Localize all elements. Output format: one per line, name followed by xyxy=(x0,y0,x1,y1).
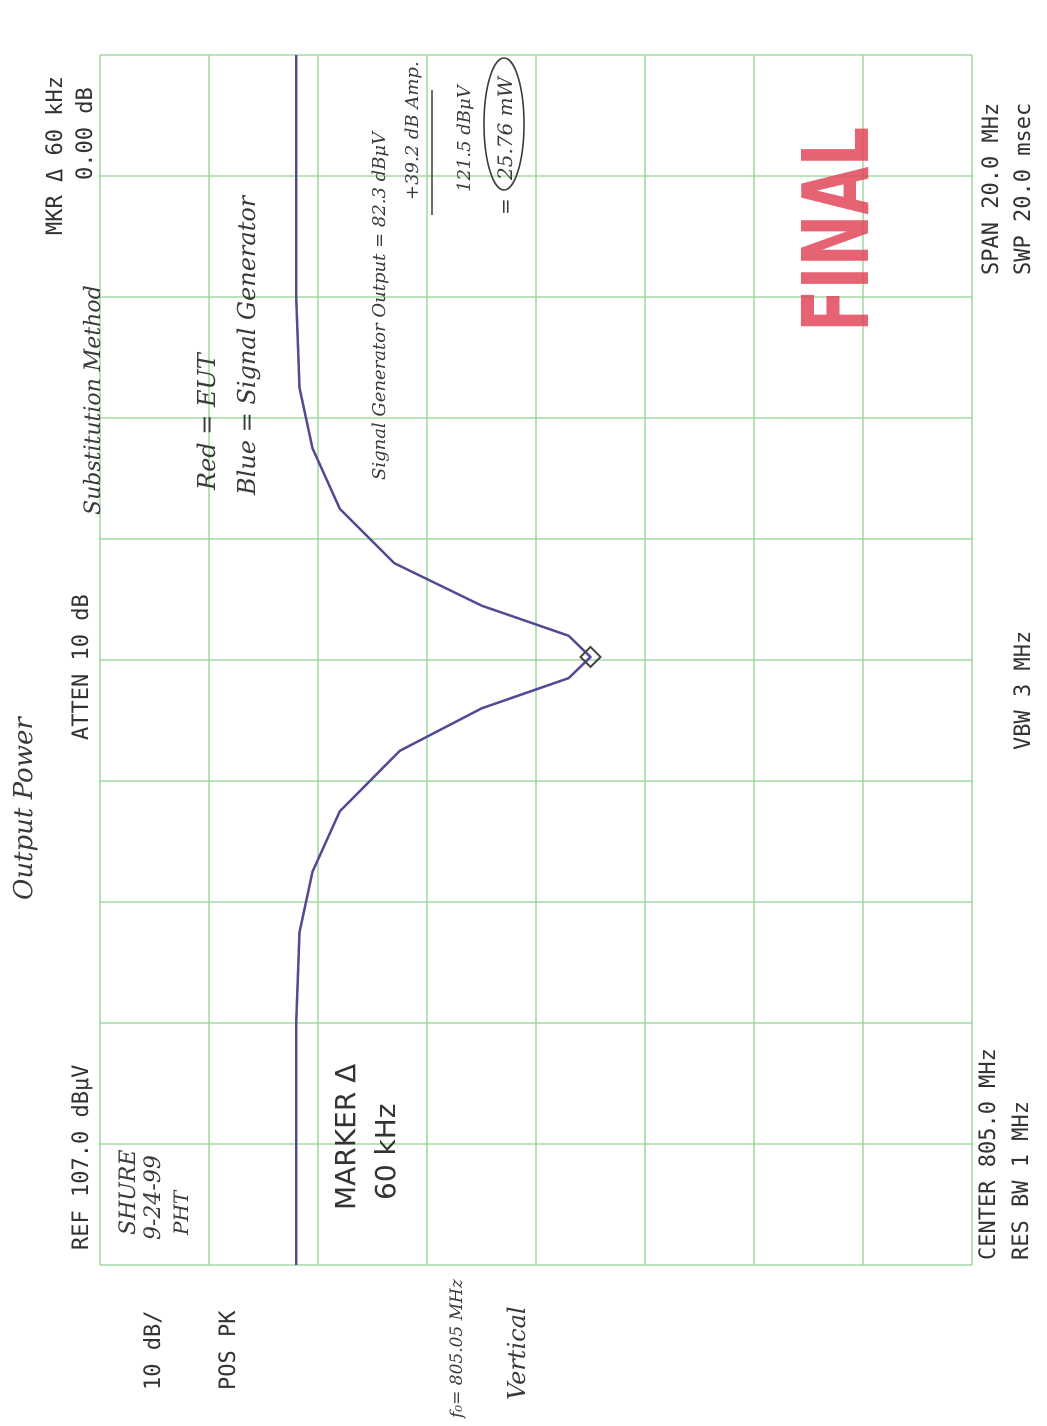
handwritten-company: SHURE xyxy=(116,1150,141,1235)
handwritten-polarization: Vertical xyxy=(503,1306,531,1400)
final-stamp: FINAL xyxy=(783,127,890,332)
marker-mode-value: 60 kHz xyxy=(369,1104,402,1201)
legend-red-eut: Red = EUT xyxy=(193,351,221,491)
calculation-result: 25.76 mW xyxy=(493,75,517,181)
calculation-equals: = xyxy=(493,198,517,215)
attenuation-label: ATTEN 10 dB xyxy=(69,594,94,740)
ref-level-label: REF 107.0 dBμV xyxy=(69,1065,94,1250)
detector-label: POS PK xyxy=(216,1310,241,1390)
trace-blue-signal-generator xyxy=(295,55,592,1265)
handwritten-initials: PHT xyxy=(169,1189,193,1236)
handwritten-center-frequency: f₀= 805.05 MHz xyxy=(447,1278,467,1420)
sweep-time-label: SWP 20.0 msec xyxy=(1011,103,1036,275)
legend-blue-signal-generator: Blue = Signal Generator xyxy=(233,194,261,496)
scale-label: 10 dB/ xyxy=(141,1311,166,1390)
handwritten-date: 9-24-99 xyxy=(141,1155,166,1240)
vbw-label: VBW 3 MHz xyxy=(1011,631,1036,750)
res-bw-label: RES BW 1 MHz xyxy=(1009,1101,1034,1260)
marker-diamond xyxy=(579,645,602,669)
calculation-line-1: Signal Generator Output = 82.3 dBμV xyxy=(369,130,390,480)
marker-delta-label: MKR Δ 60 kHz xyxy=(43,76,68,235)
center-frequency-label: CENTER 805.0 MHz xyxy=(976,1048,1001,1260)
handwritten-title: Output Power xyxy=(9,716,39,900)
calculation-line-3: 121.5 dBμV xyxy=(454,83,475,192)
handwritten-method: Substitution Method xyxy=(81,285,106,515)
calculation-line-2: +39.2 dB Amp. xyxy=(402,61,423,200)
calculation-result-circle xyxy=(483,57,525,191)
span-label: SPAN 20.0 MHz xyxy=(979,103,1004,275)
marker-delta-db: 0.00 dB xyxy=(73,87,98,180)
marker-mode-label: MARKER Δ xyxy=(329,1064,362,1210)
